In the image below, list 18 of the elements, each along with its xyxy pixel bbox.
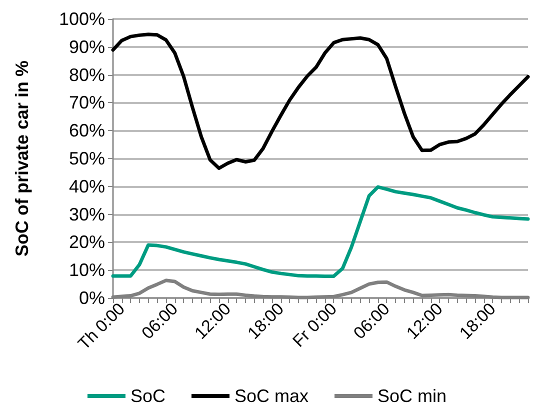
line-series bbox=[111, 185, 530, 278]
y-tick-label: 70% bbox=[68, 92, 105, 113]
y-tick-label: 60% bbox=[68, 120, 105, 141]
y-axis-title: SoC of private car in % bbox=[12, 60, 32, 257]
y-tick-label: 80% bbox=[68, 64, 105, 85]
legend-label: SoC min bbox=[378, 386, 447, 406]
x-tick-label: Fr 0:00 bbox=[288, 299, 340, 351]
y-tick-label: 90% bbox=[68, 36, 105, 57]
line-series bbox=[111, 32, 530, 170]
y-tick-label: 0% bbox=[78, 288, 105, 308]
y-tick-label: 50% bbox=[68, 148, 105, 168]
legend-label: SoC max bbox=[234, 386, 309, 406]
y-tick-label: 20% bbox=[68, 232, 105, 252]
y-tick-label: 10% bbox=[68, 260, 105, 280]
y-tick-label: 40% bbox=[68, 176, 105, 196]
legend-label: SoC bbox=[130, 386, 166, 406]
y-tick-label: 100% bbox=[58, 9, 105, 29]
y-tick-label: 30% bbox=[68, 204, 105, 224]
